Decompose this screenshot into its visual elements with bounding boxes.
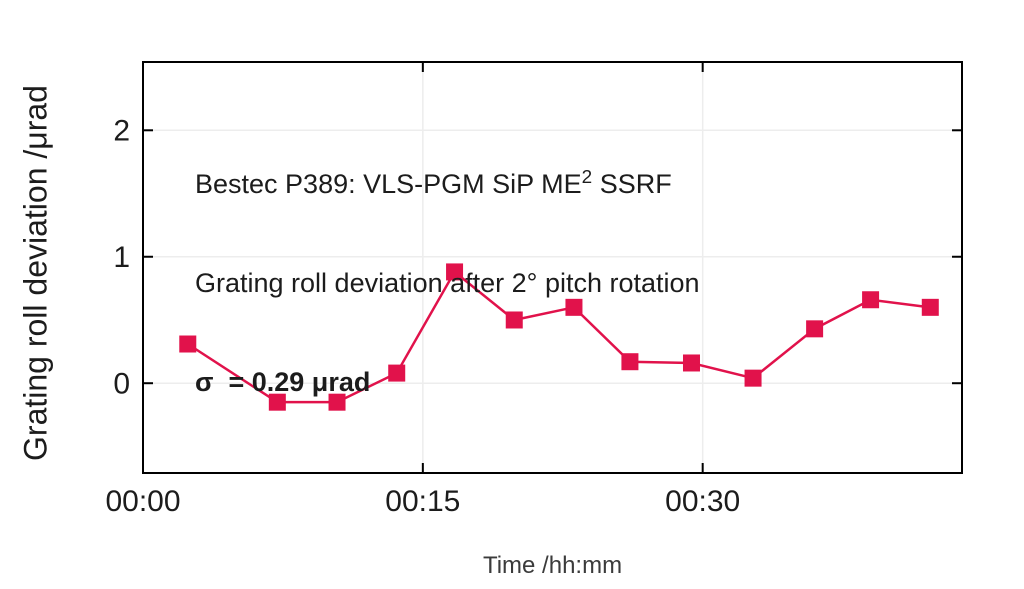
annotation-sigma-value: σ = 0.29 μrad xyxy=(195,367,371,397)
x-axis-title: Time /hh:mm xyxy=(482,552,623,579)
x-tick-label: 00:15 xyxy=(385,485,460,518)
data-point-marker xyxy=(621,353,639,371)
data-point-marker xyxy=(806,320,824,338)
data-point-marker xyxy=(921,298,939,316)
y-tick-label: 0 xyxy=(113,367,130,400)
y-tick-label: 1 xyxy=(113,241,130,274)
data-point-marker xyxy=(862,291,880,309)
annotation-line-1: Bestec P389: VLS-PGM SiP ME2 SSRF xyxy=(195,161,700,201)
data-point-marker xyxy=(682,354,700,372)
data-point-marker xyxy=(505,311,523,329)
annotation-line-2: Grating roll deviation after 2° pitch ro… xyxy=(195,268,700,298)
data-point-marker xyxy=(565,298,583,316)
data-point-marker xyxy=(744,369,762,387)
y-tick-label: 2 xyxy=(113,114,130,147)
data-point-marker xyxy=(179,335,197,353)
annotation-line-1-text: Bestec P389: VLS-PGM SiP ME xyxy=(195,169,582,199)
data-point-marker xyxy=(268,393,286,411)
annotation-superscript: 2 xyxy=(581,167,593,188)
data-point-marker xyxy=(328,393,346,411)
axis-frame xyxy=(142,61,963,474)
data-point-marker xyxy=(388,364,406,382)
annotation-line-1-suffix: SSRF xyxy=(592,169,672,199)
data-point-marker xyxy=(446,263,464,281)
x-tick-label: 00:30 xyxy=(665,485,740,518)
annotation-block: Bestec P389: VLS-PGM SiP ME2 SSRF Gratin… xyxy=(195,95,700,465)
x-tick-label: 00:00 xyxy=(105,485,180,518)
